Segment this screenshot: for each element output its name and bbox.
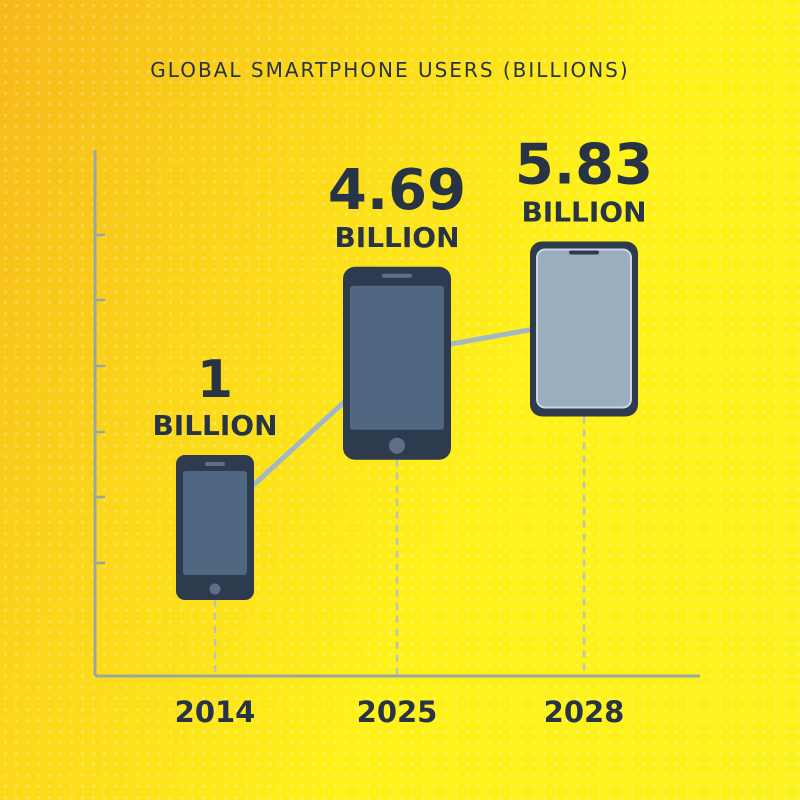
value-label: 1 (197, 350, 233, 410)
phone-home-button (209, 583, 221, 595)
smartphone-icon (343, 266, 451, 460)
value-label: 5.83 (515, 132, 653, 197)
smartphone-icon (176, 455, 254, 600)
guide-lines (213, 416, 586, 676)
x-tick-label: 2028 (544, 695, 625, 729)
x-tick-label: 2025 (357, 695, 438, 729)
chart-axes (93, 150, 700, 678)
phone-speaker (569, 250, 599, 255)
phone-screen (536, 248, 632, 409)
smartphone-icon (530, 241, 638, 417)
phone-screen (183, 471, 247, 575)
x-tick-label: 2014 (175, 695, 256, 729)
value-label: 4.69 (328, 158, 466, 223)
phone-screen (350, 285, 444, 430)
phone-speaker (205, 462, 225, 466)
value-unit-label: BILLION (152, 409, 277, 442)
phone-speaker (382, 273, 412, 278)
value-unit-label: BILLION (334, 221, 459, 254)
chart-title: GLOBAL SMARTPHONE USERS (BILLIONS) (150, 58, 630, 82)
value-unit-label: BILLION (521, 195, 646, 228)
x-tick-labels: 2014 2025 2028 (175, 695, 625, 729)
phone-markers (176, 241, 638, 600)
phone-home-button (389, 437, 405, 454)
